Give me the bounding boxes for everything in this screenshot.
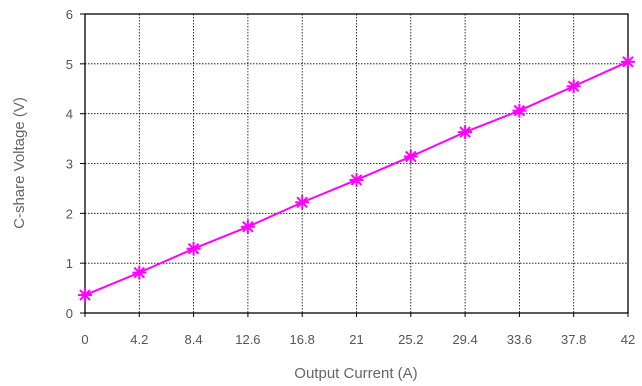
y-tick-label: 2 [66, 206, 73, 221]
data-point-marker [132, 265, 147, 280]
x-tick-label: 29.4 [452, 332, 477, 347]
grid-lines [85, 14, 628, 313]
x-axis-title: Output Current (A) [294, 365, 417, 382]
data-point-marker [621, 54, 635, 69]
x-tick-label: 12.6 [235, 332, 260, 347]
x-tick-label: 8.4 [185, 332, 203, 347]
y-axis-title: C-share Voltage (V) [11, 97, 28, 229]
x-axis-ticks: 0 4.2 8.4 12.6 16.8 21 25.2 29.4 33.6 37.8 42 [81, 313, 635, 347]
data-point-marker [403, 149, 418, 164]
data-point-marker [458, 125, 473, 140]
data-point-marker [240, 219, 255, 234]
y-tick-label: 1 [66, 256, 73, 271]
data-point-marker [566, 79, 581, 94]
x-tick-label: 25.2 [398, 332, 423, 347]
x-tick-label: 33.6 [507, 332, 532, 347]
data-point-marker [512, 103, 527, 118]
x-tick-label: 42 [621, 332, 635, 347]
series-group [78, 54, 635, 303]
x-tick-label: 21 [349, 332, 363, 347]
y-tick-label: 0 [66, 306, 73, 321]
data-point-marker [78, 288, 92, 303]
y-tick-label: 3 [66, 157, 73, 172]
x-tick-label: 0 [81, 332, 88, 347]
y-tick-label: 6 [66, 7, 73, 22]
data-point-marker [186, 241, 201, 256]
y-tick-label: 4 [66, 107, 73, 122]
data-point-marker [295, 195, 310, 210]
x-tick-label: 16.8 [290, 332, 315, 347]
y-axis-ticks: 0 1 2 3 4 5 6 [66, 7, 85, 321]
data-point-marker [349, 172, 364, 187]
x-tick-label: 37.8 [561, 332, 586, 347]
x-tick-label: 4.2 [130, 332, 148, 347]
y-tick-label: 5 [66, 57, 73, 72]
